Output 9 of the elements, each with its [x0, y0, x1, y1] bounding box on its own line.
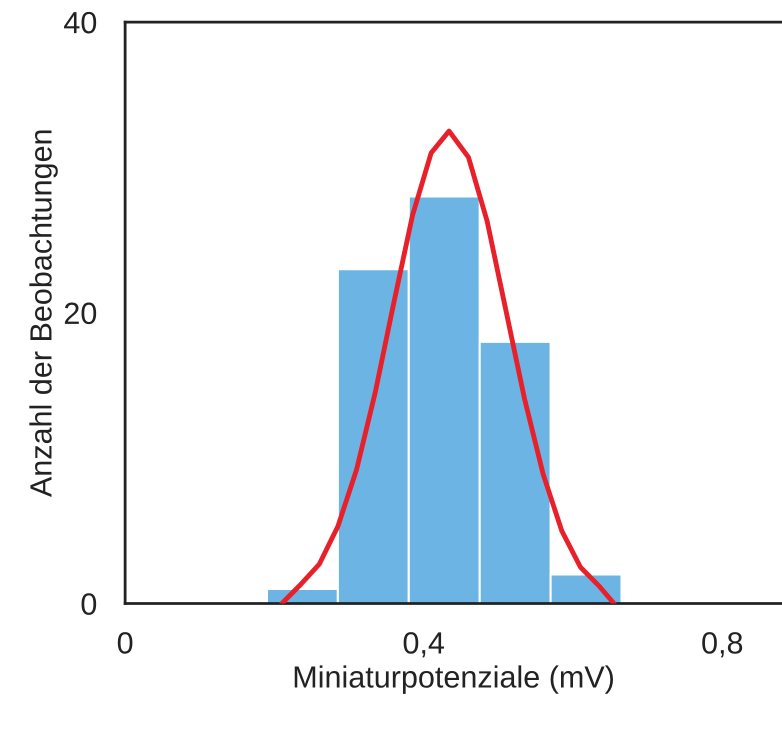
x-tick-label: 0,4	[404, 632, 444, 658]
y-tick-label: 20	[64, 302, 96, 324]
line-series	[279, 128, 616, 604]
y-axis-title: Anzahl der Beobachtungen	[29, 130, 58, 498]
x-tick-label: 0,8	[702, 632, 742, 658]
x-tick-label: 0	[118, 632, 132, 654]
y-tick-label: 0	[82, 593, 96, 615]
x-axis-title: Miniaturpotenziale (mV)	[294, 665, 613, 694]
y-tick-label: 40	[64, 12, 96, 34]
